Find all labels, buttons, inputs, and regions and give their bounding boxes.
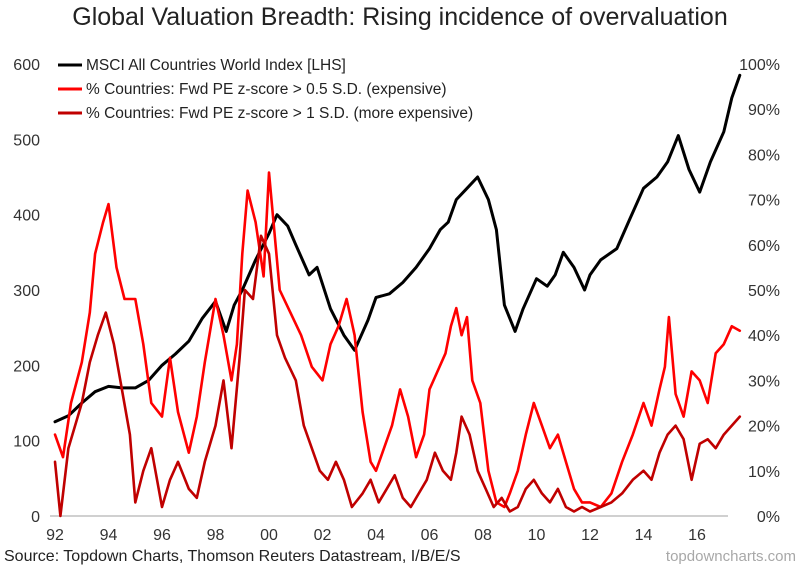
x-axis-tick-label: 16	[688, 527, 706, 544]
pe-zscore-1-line	[53, 234, 742, 518]
x-axis-tick-label: 02	[314, 527, 332, 544]
right-axis-tick-label: 80%	[748, 147, 780, 164]
left-axis-tick-label: 100	[13, 434, 40, 451]
left-axis-tick-label: 400	[13, 208, 40, 225]
right-axis-tick-label: 90%	[748, 102, 780, 119]
x-axis-tick-label: 08	[474, 527, 492, 544]
right-axis-tick-label: 0%	[757, 509, 780, 526]
x-axis: 92 94 96 98 00 02 04 06 08 10 12 14 16	[46, 527, 706, 544]
series-layer	[53, 73, 742, 518]
right-axis: 0% 10% 20% 30% 40% 50% 60% 70% 80% 90% 100%	[739, 57, 780, 526]
x-axis-tick-label: 98	[207, 527, 225, 544]
right-axis-tick-label: 70%	[748, 193, 780, 210]
left-axis-tick-label: 200	[13, 358, 40, 375]
pe-zscore-05-line	[53, 171, 742, 509]
left-axis-tick-label: 500	[13, 132, 40, 149]
legend-label: MSCI All Countries World Index [LHS]	[86, 57, 346, 74]
legend-label: % Countries: Fwd PE z-score > 1 S.D. (mo…	[86, 105, 473, 122]
x-axis-tick-label: 10	[528, 527, 546, 544]
source-note: Source: Topdown Charts, Thomson Reuters …	[4, 548, 461, 565]
x-axis-tick-label: 00	[260, 527, 278, 544]
left-axis-tick-label: 0	[31, 509, 40, 526]
right-axis-tick-label: 100%	[739, 57, 780, 74]
x-axis-tick-label: 96	[153, 527, 171, 544]
x-axis-tick-label: 06	[421, 527, 439, 544]
right-axis-tick-label: 50%	[748, 283, 780, 300]
right-axis-tick-label: 40%	[748, 328, 780, 345]
x-axis-tick-label: 04	[367, 527, 385, 544]
x-axis-tick-label: 12	[581, 527, 599, 544]
x-axis-tick-label: 14	[635, 527, 653, 544]
left-axis: 0 100 200 300 400 500 600	[13, 57, 40, 526]
x-axis-tick-label: 92	[46, 527, 64, 544]
chart-title: Global Valuation Breadth: Rising inciden…	[72, 3, 728, 31]
x-axis-tick-label: 94	[100, 527, 118, 544]
legend: MSCI All Countries World Index [LHS] % Co…	[58, 57, 473, 122]
watermark: topdowncharts.com	[666, 548, 796, 565]
right-axis-tick-label: 30%	[748, 373, 780, 390]
left-axis-tick-label: 300	[13, 283, 40, 300]
right-axis-tick-label: 20%	[748, 419, 780, 436]
legend-label: % Countries: Fwd PE z-score > 0.5 S.D. (…	[86, 81, 447, 98]
right-axis-tick-label: 60%	[748, 238, 780, 255]
msci-acwi-line	[53, 73, 742, 424]
right-axis-tick-label: 10%	[748, 464, 780, 481]
left-axis-tick-label: 600	[13, 57, 40, 74]
